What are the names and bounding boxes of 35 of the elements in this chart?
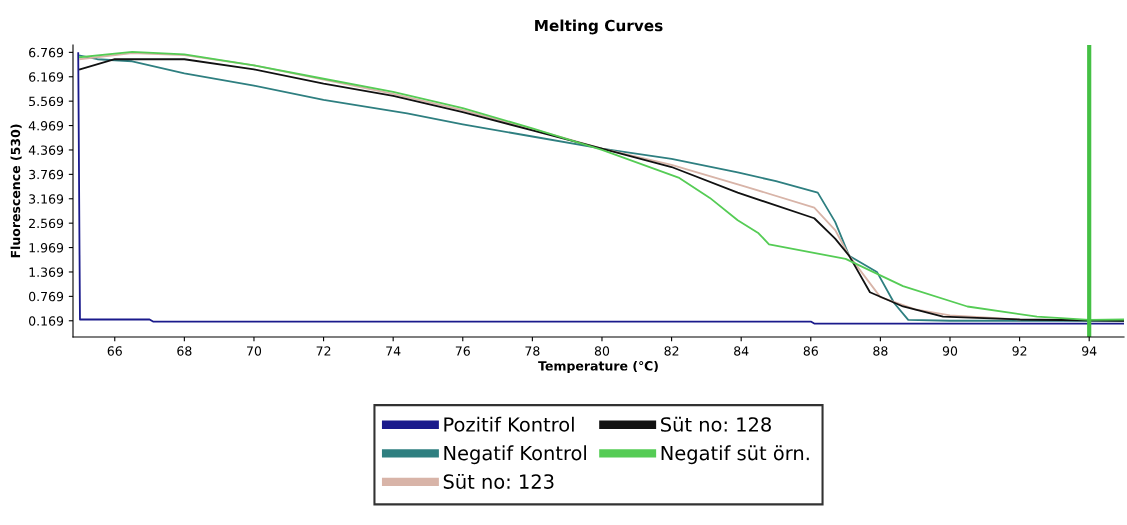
x-tick-label: 78 [525,346,540,356]
y-axis-title: Fluorescence (530) [10,124,22,258]
x-tick-label: 92 [1012,346,1027,356]
x-tick-label: 84 [734,346,749,356]
legend-label: Pozitif Kontrol [444,416,574,432]
y-tick-label: 5.569 [29,96,64,107]
x-tick-label: 90 [942,346,958,356]
legend-label: Negatif Kontrol [444,445,586,465]
y-tick-label: 6.769 [29,47,64,58]
chart-title: Melting Curves [535,19,663,35]
y-tick-label: 3.769 [29,169,64,180]
x-tick-label: 72 [316,346,331,356]
y-tick-label: 6.169 [29,72,64,82]
y-tick-label: 3.169 [29,194,64,204]
legend-label: Süt no: 123 [443,473,554,489]
x-tick-label: 76 [455,346,470,356]
x-tick-label: 68 [177,346,192,356]
x-tick-label: 82 [664,346,679,356]
y-tick-label: 4.969 [28,121,64,131]
x-tick-label: 86 [803,346,818,356]
x-tick-label: 70 [247,346,262,356]
x-tick-label: 94 [1082,346,1097,356]
y-tick-label: 1.969 [29,243,64,253]
y-tick-label: 0.169 [29,316,64,326]
x-tick-label: 80 [594,346,610,356]
y-tick-label: 4.369 [28,145,64,155]
x-axis-title: Temperature (℃) [538,360,658,373]
y-tick-label: 0.769 [29,291,64,302]
y-tick-label: 1.369 [29,267,64,277]
legend-label: Süt no: 128 [661,416,771,432]
y-tick-label: 2.569 [29,218,64,229]
x-tick-label: 74 [386,346,401,356]
x-tick-label: 88 [873,346,888,356]
x-tick-label: 66 [107,346,122,356]
legend-label: Negatif süt örn. [661,445,809,465]
